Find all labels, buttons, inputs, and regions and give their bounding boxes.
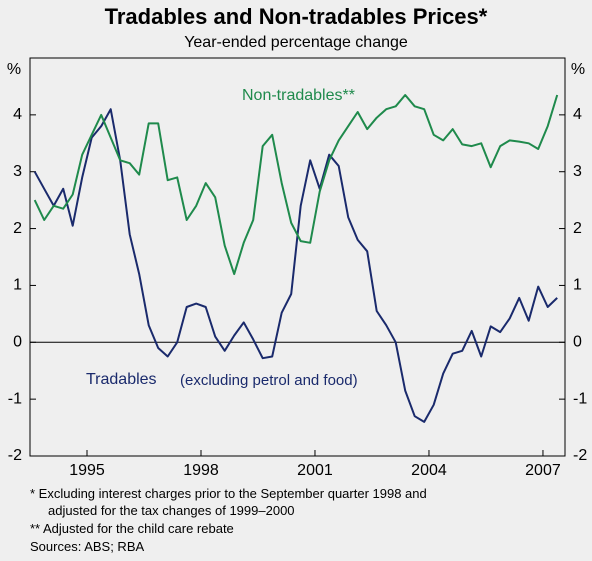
y-tick-label: -2 (8, 447, 22, 464)
y-tick-label: -1 (8, 390, 22, 407)
series-line (33, 94, 559, 276)
x-tick-label: 1995 (69, 462, 105, 479)
x-tick-label: 2001 (297, 462, 333, 479)
y-tick-label: 2 (13, 220, 22, 237)
x-tick-label: 2007 (525, 462, 561, 479)
y-unit-left: % (7, 61, 21, 78)
footnote: * Excluding interest charges prior to th… (30, 486, 427, 501)
plot-frame (29, 57, 566, 457)
y-tick-label-right: 4 (573, 106, 582, 123)
footnote: Sources: ABS; RBA (30, 539, 144, 554)
footnote: ** Adjusted for the child care rebate (30, 521, 234, 536)
y-tick-label-right: -1 (573, 390, 587, 407)
footnote: adjusted for the tax changes of 1999–200… (30, 503, 295, 518)
series-label: Non-tradables** (242, 87, 355, 104)
y-tick-label-right: 1 (573, 277, 582, 294)
y-tick-label: 3 (13, 163, 22, 180)
y-unit-right: % (571, 61, 585, 78)
series-line (33, 108, 558, 423)
annotation: (excluding petrol and food) (180, 372, 358, 389)
series-label: Tradables (86, 371, 157, 388)
y-tick-label-right: -2 (573, 447, 587, 464)
x-tick-label: 1998 (183, 462, 219, 479)
y-tick-label: 4 (13, 106, 22, 123)
chart-title: Tradables and Non-tradables Prices* (105, 4, 488, 29)
y-tick-label-right: 0 (573, 334, 582, 351)
x-tick-label: 2004 (411, 462, 447, 479)
y-tick-label: 1 (13, 277, 22, 294)
y-tick-label-right: 2 (573, 220, 582, 237)
y-tick-label: 0 (13, 334, 22, 351)
y-tick-label-right: 3 (573, 163, 582, 180)
chart-subtitle: Year-ended percentage change (184, 34, 408, 51)
